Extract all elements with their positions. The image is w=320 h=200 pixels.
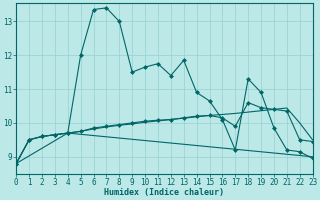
X-axis label: Humidex (Indice chaleur): Humidex (Indice chaleur): [104, 188, 224, 197]
